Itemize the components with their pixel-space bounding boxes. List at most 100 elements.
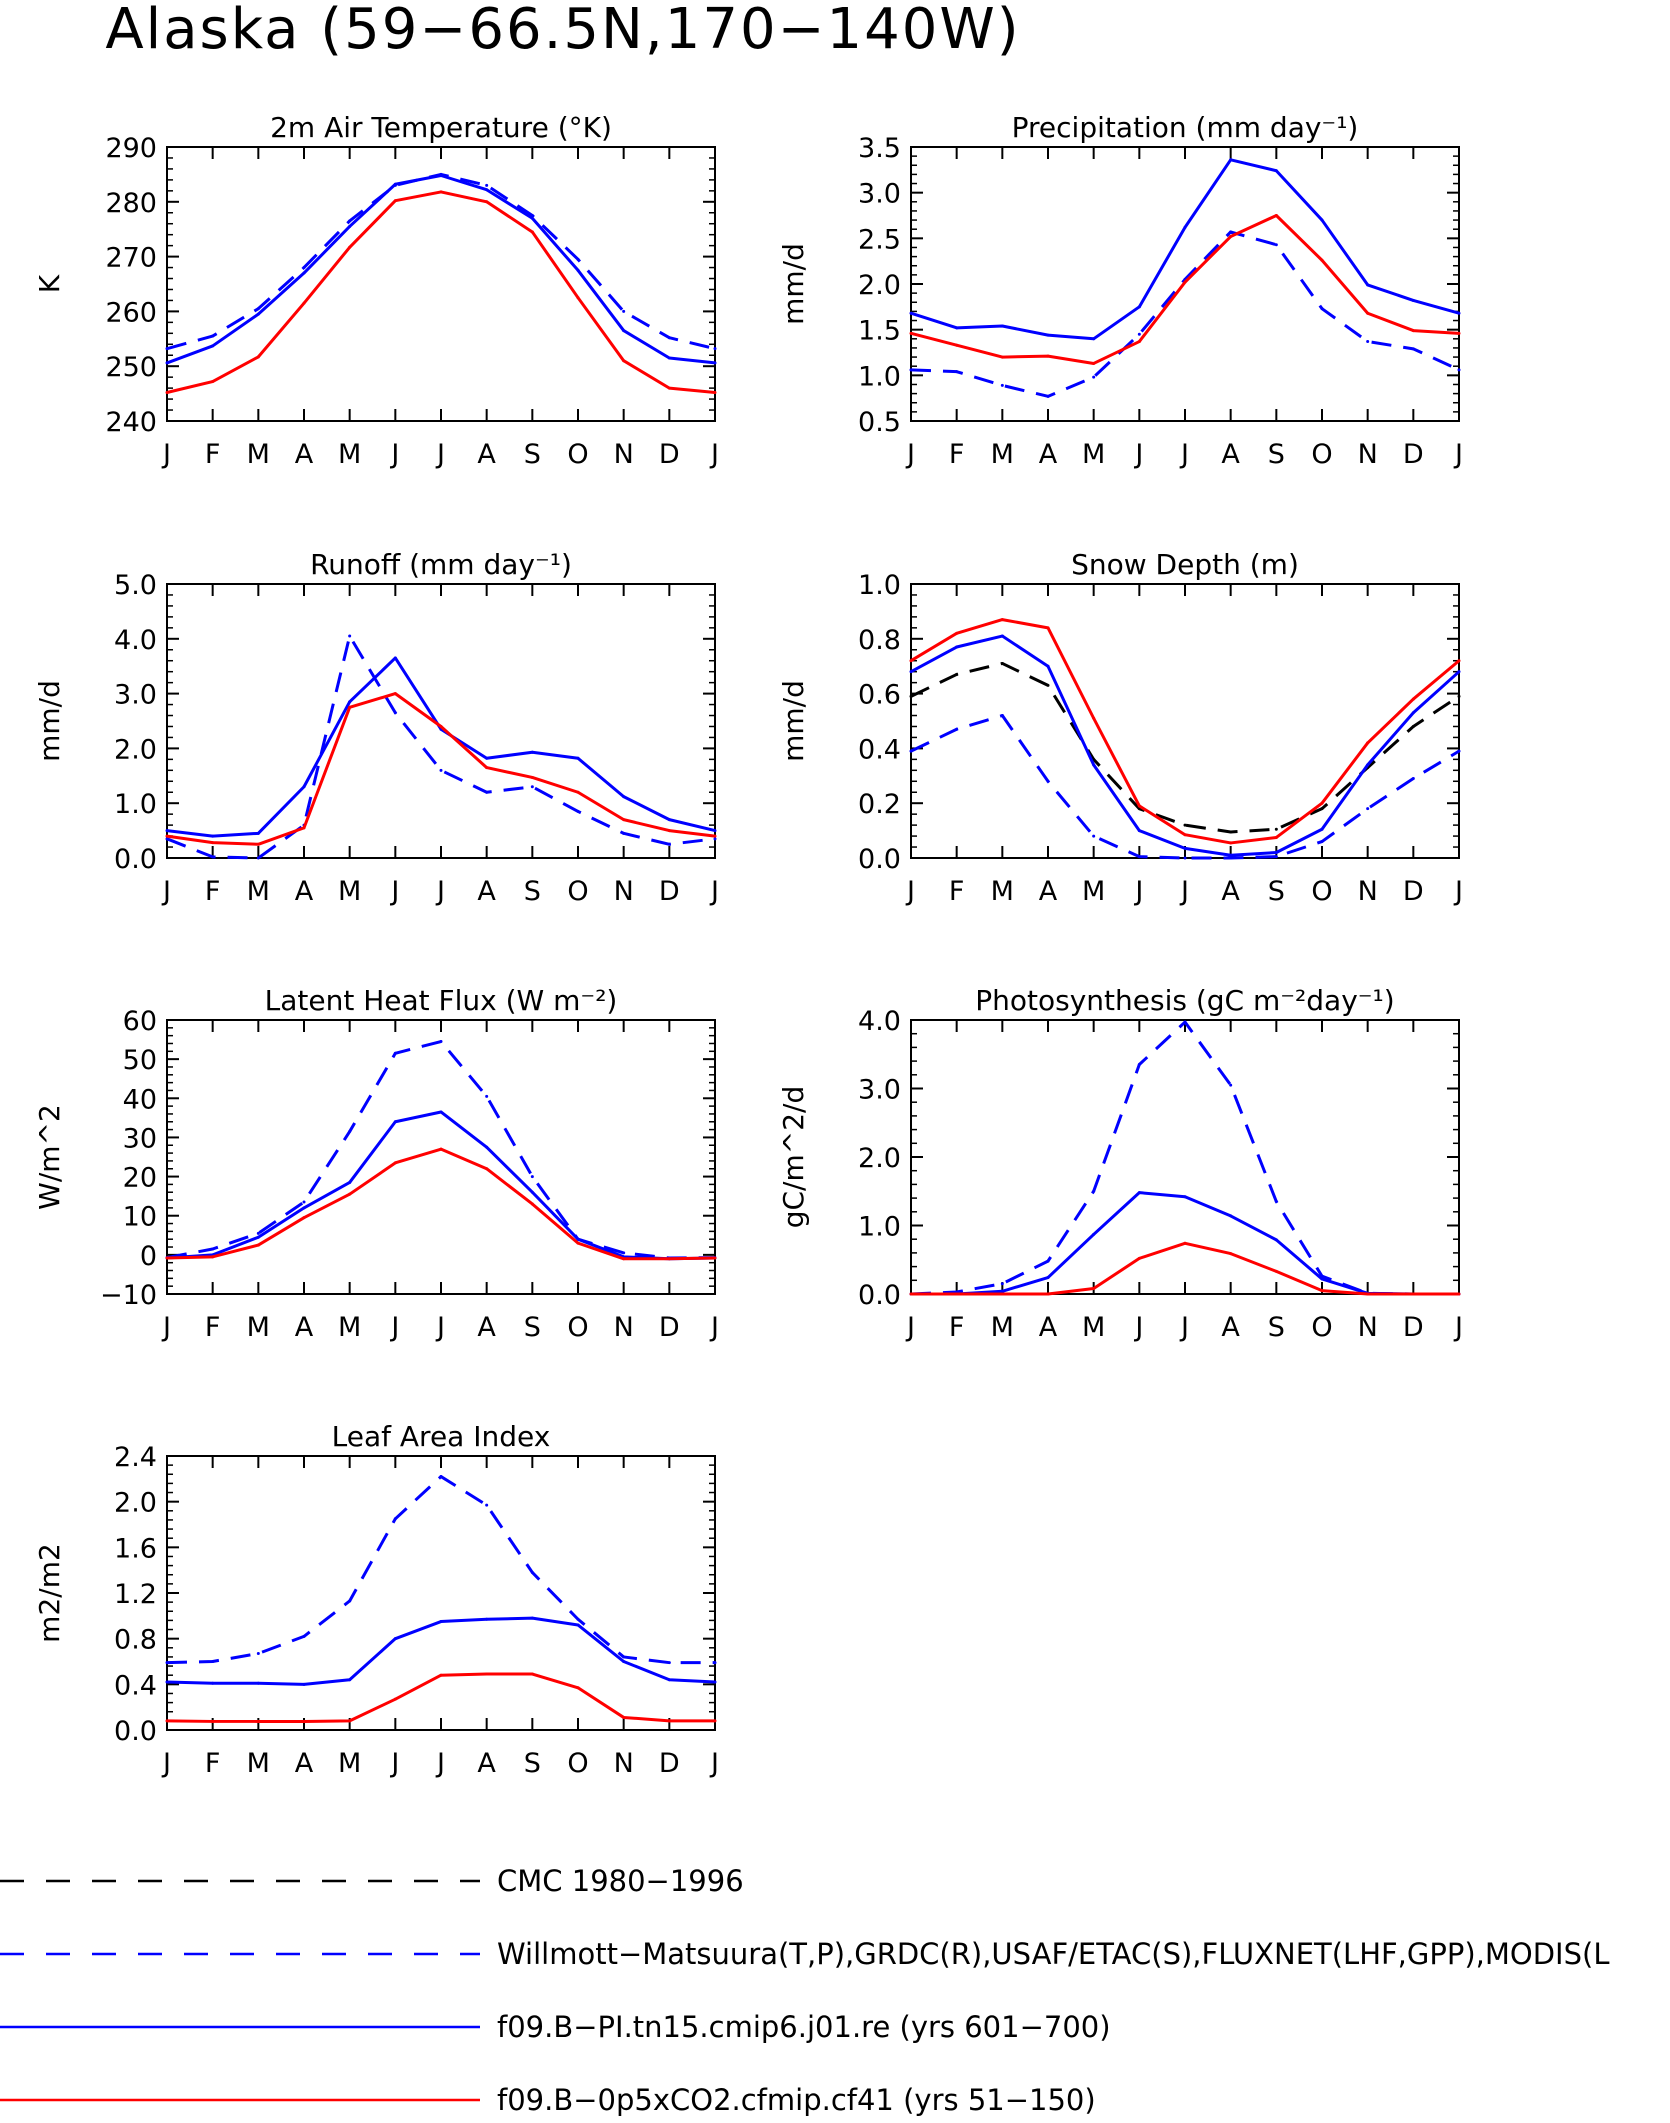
y-tick-label: 4.0 xyxy=(114,625,157,656)
data-point-model_0p5x xyxy=(256,842,260,846)
data-point-model_0p5x xyxy=(576,790,580,794)
data-point-model_0p5x xyxy=(667,829,671,833)
y-tick-label: 1.0 xyxy=(858,361,901,392)
data-point-model_pi xyxy=(485,1145,489,1149)
x-tick-label: O xyxy=(567,439,588,470)
panel-title: Runoff (mm day⁻¹) xyxy=(310,548,572,581)
data-point-model_pi xyxy=(667,356,671,360)
data-point-obs xyxy=(302,1200,306,1204)
y-tick-label: 1.5 xyxy=(858,316,901,347)
x-tick-label: J xyxy=(161,1748,171,1779)
y-tick-label: 2.0 xyxy=(114,1488,157,1519)
data-point-model_pi xyxy=(165,829,169,833)
x-tick-label: M xyxy=(247,1312,270,1343)
data-point-model_pi xyxy=(667,818,671,822)
series-line-obs xyxy=(910,230,1460,398)
data-point-model_0p5x xyxy=(1229,235,1233,239)
panel-title: Leaf Area Index xyxy=(332,1420,551,1453)
data-point-model_0p5x xyxy=(1366,1292,1370,1296)
x-tick-label: J xyxy=(905,876,915,907)
x-tick-label: J xyxy=(389,876,399,907)
data-point-model_pi xyxy=(576,1623,580,1627)
x-tick-label: F xyxy=(205,1748,221,1779)
y-axis-label: mm/d xyxy=(777,680,810,762)
data-point-model_pi xyxy=(393,182,397,186)
data-point-obs xyxy=(667,842,671,846)
data-point-model_0p5x xyxy=(393,692,397,696)
x-tick-label: M xyxy=(338,876,361,907)
data-point-cmc xyxy=(1274,827,1278,831)
plot-frame xyxy=(910,1019,1460,1295)
data-point-obs xyxy=(713,837,717,841)
data-point-model_0p5x xyxy=(1137,1256,1141,1260)
data-point-model_pi xyxy=(302,785,306,789)
data-point-obs xyxy=(485,183,489,187)
x-tick-label: J xyxy=(1453,876,1463,907)
data-point-model_pi xyxy=(211,1681,215,1685)
data-point-obs xyxy=(1137,332,1141,336)
x-tick-label: J xyxy=(435,876,445,907)
legend-item-model_0p5x: f09.B−0p5xCO2.cfmip.cf41 (yrs 51−150) xyxy=(0,2083,1096,2117)
data-point-obs xyxy=(1320,307,1324,311)
data-point-model_pi xyxy=(530,216,534,220)
data-point-model_pi xyxy=(955,645,959,649)
data-point-model_0p5x xyxy=(1457,659,1461,663)
data-point-obs xyxy=(393,711,397,715)
x-tick-label: J xyxy=(1133,439,1143,470)
data-point-model_pi xyxy=(1366,283,1370,287)
y-tick-label: 2.4 xyxy=(114,1442,157,1473)
data-point-model_0p5x xyxy=(1000,1292,1004,1296)
data-point-model_pi xyxy=(1092,763,1096,767)
y-axis-label: mm/d xyxy=(33,680,66,762)
y-tick-label: 10 xyxy=(123,1202,157,1233)
data-point-obs xyxy=(439,768,443,772)
data-point-obs xyxy=(530,1570,534,1574)
x-tick-label: S xyxy=(524,1748,541,1779)
data-point-model_0p5x xyxy=(1274,1269,1278,1273)
data-point-model_pi xyxy=(1046,1276,1050,1280)
x-tick-label: N xyxy=(614,439,634,470)
data-point-model_pi xyxy=(1092,337,1096,341)
y-tick-label: 3.0 xyxy=(114,680,157,711)
x-tick-label: F xyxy=(205,876,221,907)
series-line-model_pi xyxy=(910,634,1461,857)
data-point-model_0p5x xyxy=(1411,329,1415,333)
x-tick-label: N xyxy=(1358,1312,1378,1343)
data-point-model_pi xyxy=(955,326,959,330)
y-tick-label: −10 xyxy=(100,1280,157,1311)
data-point-obs xyxy=(211,855,215,859)
x-tick-label: J xyxy=(161,1312,171,1343)
data-point-model_0p5x xyxy=(1229,1252,1233,1256)
x-tick-label: J xyxy=(1133,876,1143,907)
data-point-model_0p5x xyxy=(909,331,913,335)
data-point-obs xyxy=(622,1251,626,1255)
legend-item-obs: Willmott−Matsuura(T,P),GRDC(R),USAF/ETAC… xyxy=(0,1937,1610,1971)
x-tick-label: M xyxy=(247,876,270,907)
data-point-model_0p5x xyxy=(622,1257,626,1261)
data-point-model_0p5x xyxy=(165,1256,169,1260)
data-point-model_pi xyxy=(348,700,352,704)
x-tick-label: M xyxy=(338,1748,361,1779)
data-point-obs xyxy=(576,809,580,813)
series-line-model_pi xyxy=(166,656,716,838)
x-tick-label: A xyxy=(1221,1312,1240,1343)
x-tick-label: J xyxy=(435,1748,445,1779)
data-point-obs xyxy=(348,1599,352,1603)
y-tick-label: 0.2 xyxy=(858,789,901,820)
data-point-model_pi xyxy=(1229,158,1233,162)
x-tick-label: D xyxy=(659,439,680,470)
x-tick-label: N xyxy=(614,876,634,907)
y-tick-label: 2.0 xyxy=(114,734,157,765)
x-tick-label: A xyxy=(295,439,314,470)
x-tick-label: S xyxy=(524,439,541,470)
data-point-model_0p5x xyxy=(1411,1292,1415,1296)
data-point-obs xyxy=(302,1634,306,1638)
plot-frame xyxy=(910,583,1460,859)
y-tick-label: 0.0 xyxy=(858,1280,901,1311)
data-point-model_pi xyxy=(1000,634,1004,638)
data-point-model_0p5x xyxy=(1411,697,1415,701)
data-point-obs xyxy=(439,1475,443,1479)
data-point-obs xyxy=(1229,1083,1233,1087)
x-tick-label: A xyxy=(295,876,314,907)
data-point-model_pi xyxy=(1183,846,1187,850)
